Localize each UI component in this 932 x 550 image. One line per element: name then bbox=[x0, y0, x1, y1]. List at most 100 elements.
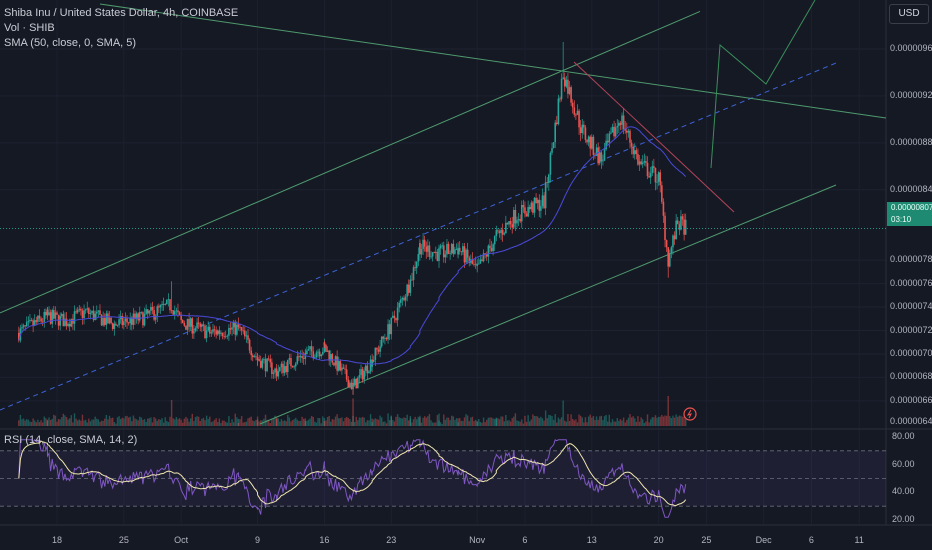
volume-bar bbox=[560, 417, 563, 426]
candle-body bbox=[309, 346, 311, 350]
sma-legend[interactable]: SMA (50, close, 0, SMA, 5) bbox=[4, 37, 137, 49]
candle-body bbox=[457, 247, 459, 255]
candle-body bbox=[368, 371, 370, 374]
volume-bar bbox=[513, 416, 515, 426]
candle-body bbox=[307, 349, 310, 351]
candle-body bbox=[629, 130, 631, 143]
red-trendline bbox=[573, 61, 735, 213]
candle-body bbox=[67, 323, 69, 326]
candle-body bbox=[188, 318, 190, 327]
volume-bar bbox=[153, 417, 155, 426]
volume-bar bbox=[567, 414, 569, 426]
volume-bar bbox=[404, 418, 407, 426]
volume-bar bbox=[554, 414, 556, 426]
volume-bar bbox=[400, 418, 402, 426]
volume-bar bbox=[242, 422, 244, 426]
volume-bar bbox=[353, 422, 356, 426]
candle-body bbox=[430, 256, 432, 258]
candle-body bbox=[417, 254, 420, 262]
candle-body bbox=[186, 318, 189, 330]
candle-body bbox=[528, 206, 531, 210]
candle-body bbox=[158, 306, 160, 308]
sma-line bbox=[18, 126, 687, 365]
candle-body bbox=[137, 313, 139, 321]
volume-bar bbox=[463, 417, 466, 426]
candle-body bbox=[204, 325, 206, 339]
candle-body bbox=[353, 378, 356, 385]
candle-body bbox=[412, 267, 415, 281]
volume-bar bbox=[96, 418, 98, 426]
volume-bar bbox=[449, 420, 451, 426]
volume-bar bbox=[26, 419, 28, 426]
candle-body bbox=[294, 363, 297, 367]
candle-body bbox=[449, 253, 451, 255]
symbol-title[interactable]: Shiba Inu / United States Dollar, 4h, CO… bbox=[4, 7, 239, 19]
volume-bar bbox=[34, 420, 36, 426]
volume-bar bbox=[417, 416, 420, 426]
volume-bar bbox=[640, 417, 642, 426]
candle-body bbox=[484, 253, 486, 255]
candle-body bbox=[438, 248, 440, 250]
volume-bar bbox=[530, 419, 533, 426]
candle-body bbox=[306, 350, 308, 355]
candle-body bbox=[341, 367, 343, 371]
volume-bar bbox=[92, 419, 95, 426]
candle-body bbox=[477, 263, 480, 265]
volume-bar bbox=[501, 416, 504, 426]
volume-bar bbox=[256, 416, 259, 426]
volume-bar bbox=[431, 422, 434, 426]
candle-body bbox=[610, 132, 612, 134]
volume-bar bbox=[104, 418, 106, 426]
candle-body bbox=[317, 351, 319, 353]
candle-body bbox=[619, 122, 622, 125]
candle-body bbox=[446, 243, 448, 255]
rsi-ma-line bbox=[18, 440, 687, 507]
volume-bar bbox=[406, 414, 408, 426]
projection-path bbox=[710, 0, 816, 169]
candle-body bbox=[255, 356, 257, 358]
volume-bar bbox=[199, 421, 201, 426]
volume-bar bbox=[135, 419, 138, 426]
candle-body bbox=[384, 337, 386, 339]
volume-bar bbox=[204, 420, 206, 426]
candle-body bbox=[578, 110, 580, 128]
volume-bar bbox=[212, 421, 214, 426]
candle-body bbox=[393, 315, 396, 319]
volume-bar bbox=[444, 419, 447, 426]
candle-body bbox=[296, 356, 299, 364]
volume-bar bbox=[474, 419, 477, 426]
candle-body bbox=[248, 339, 251, 351]
candle-body bbox=[226, 335, 229, 337]
candle-body bbox=[649, 173, 652, 178]
volume-bar bbox=[529, 421, 531, 426]
volume-bar bbox=[69, 418, 71, 426]
candle-body bbox=[622, 115, 625, 130]
candle-body bbox=[662, 201, 665, 216]
candle-body bbox=[657, 172, 660, 182]
volume-bar bbox=[578, 414, 580, 426]
volume-legend[interactable]: Vol · SHIB bbox=[4, 22, 55, 34]
volume-bar bbox=[489, 417, 491, 426]
currency-button[interactable]: USD bbox=[889, 4, 929, 24]
volume-bar bbox=[75, 418, 77, 426]
volume-bar bbox=[619, 419, 622, 426]
volume-bar bbox=[371, 422, 373, 426]
volume-bar bbox=[621, 420, 623, 426]
candle-body bbox=[121, 315, 124, 326]
candle-body bbox=[51, 309, 54, 324]
candle-body bbox=[116, 325, 119, 326]
volume-bar bbox=[665, 415, 668, 426]
candle-body bbox=[458, 247, 461, 252]
candle-body bbox=[406, 284, 408, 297]
volume-bar bbox=[457, 418, 459, 426]
candle-body bbox=[156, 306, 159, 316]
volume-bar bbox=[32, 418, 34, 426]
volume-bar bbox=[18, 420, 20, 426]
rsi-legend[interactable]: RSI (14, close, SMA, 14, 2) bbox=[4, 434, 138, 446]
candle-body bbox=[166, 299, 168, 305]
last-price-tag: 0.00000807 03:10 bbox=[887, 202, 932, 226]
volume-bar bbox=[422, 417, 424, 426]
volume-bar bbox=[662, 416, 665, 426]
